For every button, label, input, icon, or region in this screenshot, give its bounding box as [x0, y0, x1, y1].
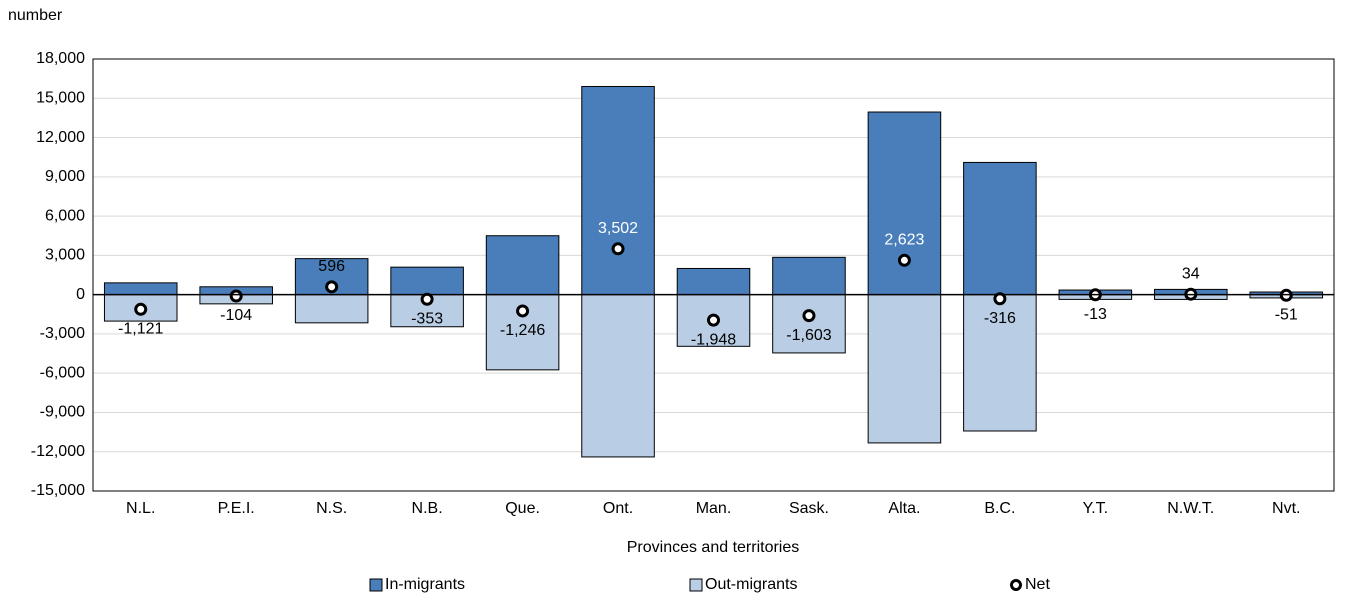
y-tick-label: 6,000 [45, 207, 85, 224]
bar [772, 256, 846, 296]
x-tick-label: Man. [696, 500, 732, 517]
y-tick-label: 18,000 [36, 50, 85, 67]
bar [581, 294, 655, 458]
net-marker [611, 242, 625, 256]
net-marker [802, 309, 816, 323]
data-label: 2,623 [884, 232, 924, 249]
x-tick-label: N.L. [126, 500, 155, 517]
x-tick-label: Que. [505, 500, 540, 517]
y-axis-label: number [8, 7, 63, 24]
bar [485, 235, 560, 296]
data-label: -51 [1275, 307, 1298, 324]
y-tick-label: 3,000 [45, 247, 85, 264]
x-tick-label: P.E.I. [218, 500, 255, 517]
x-tick-label: Alta. [888, 500, 920, 517]
y-tick-label: 9,000 [45, 168, 85, 185]
data-label: -353 [411, 310, 443, 327]
y-tick-label: -3,000 [40, 325, 85, 342]
x-tick-label: Sask. [789, 500, 829, 517]
legend-swatch [689, 578, 703, 592]
y-tick-label: -12,000 [31, 443, 85, 460]
x-tick-label: B.C. [984, 500, 1015, 517]
net-marker [229, 289, 243, 303]
data-label: 3,502 [598, 220, 638, 237]
legend-label: Net [1025, 576, 1050, 593]
legend-label: Out-migrants [705, 576, 797, 593]
x-tick-label: N.B. [412, 500, 443, 517]
data-label: 34 [1182, 265, 1200, 282]
y-tick-label: 15,000 [36, 89, 85, 106]
net-marker [134, 302, 148, 316]
x-tick-label: N.W.T. [1167, 500, 1214, 517]
y-tick-label: 0 [76, 286, 85, 303]
bar [676, 267, 751, 296]
bar [485, 294, 560, 371]
x-tick-label: N.S. [316, 500, 347, 517]
x-tick-label: Nvt. [1272, 500, 1300, 517]
net-marker [325, 280, 339, 294]
net-marker [516, 304, 530, 318]
data-label: -13 [1084, 306, 1107, 323]
bar [294, 294, 369, 324]
y-tick-label: 12,000 [36, 129, 85, 146]
y-tick-label: -15,000 [31, 482, 85, 499]
net-marker [420, 292, 434, 306]
data-label: -1,948 [691, 331, 736, 348]
data-label: -1,603 [786, 327, 831, 344]
bar [103, 282, 178, 296]
bar [867, 294, 942, 444]
data-label: -104 [220, 307, 252, 324]
bar [581, 85, 655, 296]
bar [772, 294, 846, 354]
bar [963, 161, 1037, 296]
plot-border [92, 58, 1335, 492]
net-marker [993, 292, 1007, 306]
net-marker [897, 253, 911, 267]
data-label: -1,121 [118, 321, 163, 338]
y-tick-label: -6,000 [40, 364, 85, 381]
data-label: 596 [318, 258, 345, 275]
x-tick-label: Ont. [603, 500, 633, 517]
x-tick-label: Y.T. [1083, 500, 1109, 517]
bar [963, 294, 1037, 432]
legend-swatch [369, 578, 383, 592]
y-tick-label: -9,000 [40, 404, 85, 421]
data-label: -1,246 [500, 322, 545, 339]
net-marker [707, 313, 720, 327]
bar [390, 266, 464, 296]
legend-swatch [1010, 579, 1022, 591]
data-label: -316 [984, 310, 1016, 327]
legend-label: In-migrants [385, 576, 465, 593]
bar [867, 111, 942, 296]
x-axis-label: Provinces and territories [627, 539, 800, 556]
